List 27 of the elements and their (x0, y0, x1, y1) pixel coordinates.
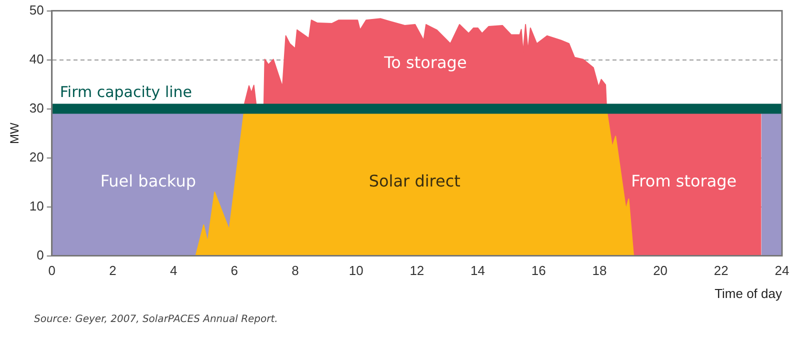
x-tick-label: 0 (48, 263, 56, 278)
series-label: From storage (631, 171, 737, 190)
series-label: Solar direct (368, 171, 460, 190)
y-tick-label: 30 (29, 100, 44, 116)
x-tick-label: 10 (348, 263, 364, 278)
x-tick-label: 14 (470, 263, 486, 278)
y-tick-label: 50 (29, 2, 44, 18)
ref-line-label: Firm capacity line (60, 83, 192, 102)
series-label: To storage (383, 52, 467, 72)
y-tick-label: 40 (29, 51, 44, 66)
x-tick-label: 12 (410, 263, 424, 278)
x-tick-label: 4 (170, 263, 178, 278)
x-tick-label: 6 (230, 263, 238, 278)
y-tick-label: 10 (29, 198, 44, 214)
x-tick-label: 2 (109, 263, 116, 278)
x-tick-label: 18 (592, 263, 607, 278)
y-tick-label: 20 (29, 149, 44, 164)
x-axis-title: Time of day (714, 286, 782, 301)
x-tick-label: 8 (292, 263, 299, 278)
x-tick-label: 20 (653, 263, 668, 278)
y-tick-label: 0 (36, 247, 44, 262)
x-tick-label: 24 (774, 263, 790, 278)
x-tick-label: 22 (714, 263, 728, 278)
source-note: Source: Geyer, 2007, SolarPACES Annual Report. (34, 314, 278, 325)
series-label: Fuel backup (100, 171, 196, 190)
y-axis-title: MW (8, 122, 22, 144)
x-tick-label: 16 (531, 263, 546, 278)
